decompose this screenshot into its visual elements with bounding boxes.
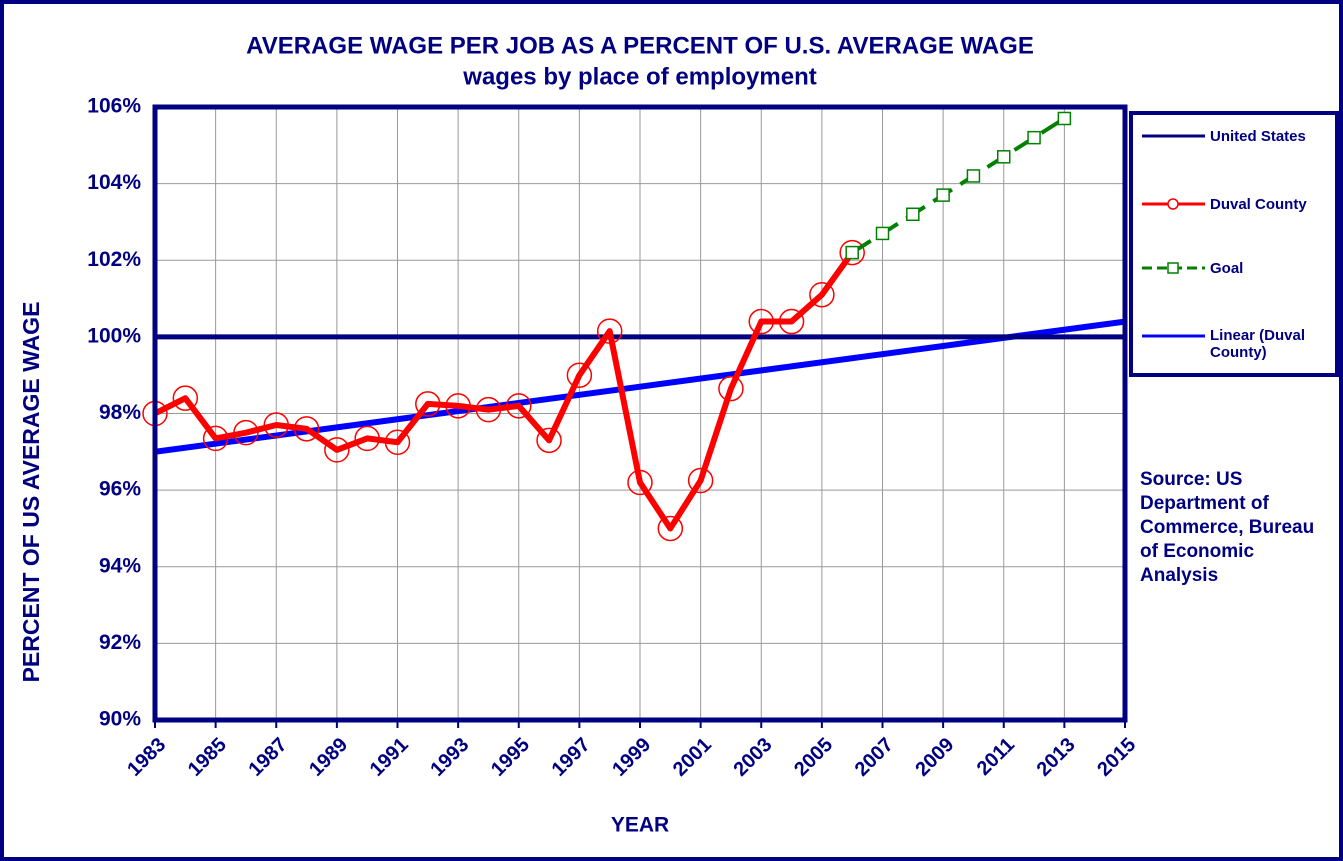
- marker: [687, 467, 714, 494]
- source-note: Source: US Department of Commerce, Burea…: [1140, 469, 1315, 586]
- plot-border: [152, 104, 1128, 723]
- marker: [657, 515, 684, 542]
- marker: [445, 393, 471, 419]
- marker: [293, 416, 320, 442]
- legend-marker: [1167, 262, 1179, 274]
- marker: [778, 308, 805, 335]
- marker: [1057, 111, 1072, 126]
- legend-label: United States: [1210, 127, 1306, 145]
- marker: [536, 427, 562, 454]
- y-tick-label: 104%: [87, 171, 141, 194]
- y-tick-label: 90%: [99, 708, 141, 731]
- marker: [966, 169, 981, 183]
- marker: [202, 425, 229, 452]
- chart-subtitle: wages by place of employment: [462, 63, 816, 90]
- marker: [845, 245, 859, 260]
- y-tick-label: 106%: [87, 95, 141, 118]
- y-tick-label: 102%: [87, 248, 141, 271]
- y-tick-label: 100%: [87, 324, 141, 347]
- marker: [997, 150, 1011, 164]
- marker: [936, 188, 950, 202]
- marker: [809, 281, 835, 308]
- marker: [263, 412, 289, 438]
- marker: [415, 391, 441, 417]
- marker: [506, 393, 532, 419]
- legend-label: Linear (Duval County): [1210, 327, 1306, 361]
- marker: [1027, 130, 1041, 145]
- marker: [839, 239, 865, 266]
- marker: [718, 375, 744, 402]
- y-tick-label: 96%: [99, 478, 141, 501]
- marker: [324, 437, 350, 463]
- line: [155, 318, 1125, 455]
- marker: [475, 396, 502, 423]
- marker: [906, 207, 920, 222]
- y-tick-label: 92%: [99, 631, 141, 654]
- marker: [233, 419, 259, 446]
- marker: [875, 226, 890, 241]
- marker: [627, 469, 653, 496]
- chart-title: AVERAGE WAGE PER JOB AS A PERCENT OF U.S…: [246, 32, 1034, 59]
- marker: [354, 425, 380, 452]
- y-tick-label: 94%: [99, 554, 141, 577]
- x-axis-label: YEAR: [611, 814, 669, 837]
- marker: [384, 429, 411, 455]
- marker: [172, 385, 199, 411]
- marker: [566, 362, 593, 388]
- legend-label: Duval County: [1210, 195, 1307, 213]
- legend-label: Goal: [1210, 259, 1244, 277]
- y-tick-label: 98%: [99, 401, 141, 424]
- legend-box: [1129, 111, 1339, 377]
- marker: [596, 318, 623, 344]
- legend-marker: [1167, 198, 1179, 210]
- y-axis-label: PERCENT OF US AVERAGE WAGE: [18, 302, 44, 683]
- marker: [748, 308, 774, 335]
